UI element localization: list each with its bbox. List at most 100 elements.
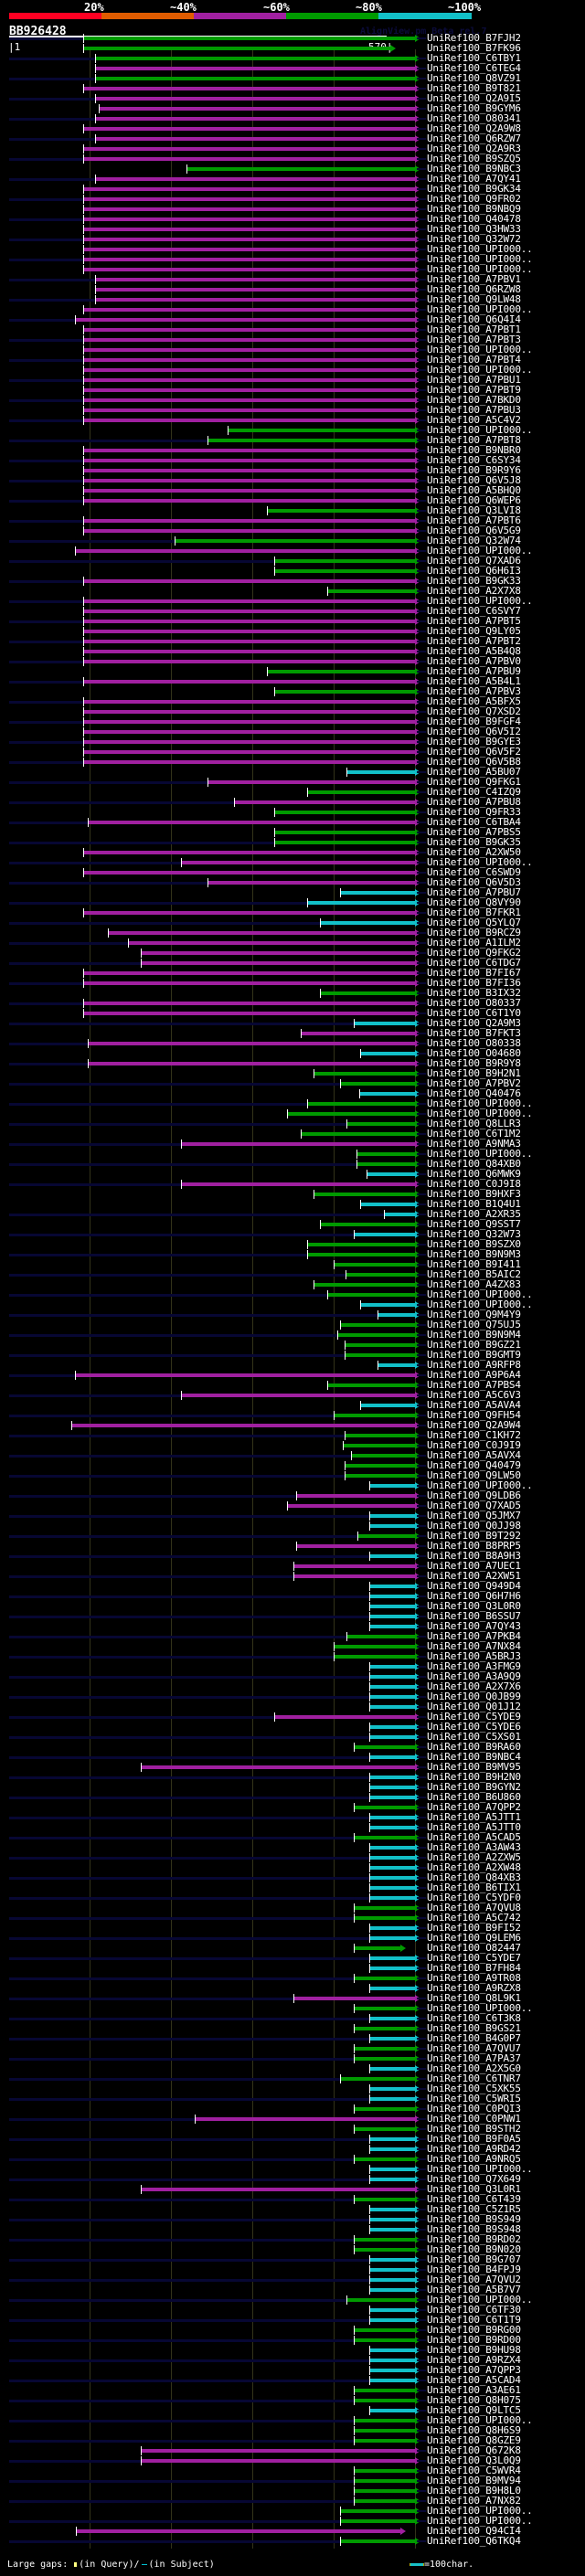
alignment-row[interactable]: UniRef100_Q2A9M3 — [0, 1018, 585, 1029]
alignment-row[interactable]: UniRef100_C6T1M2 — [0, 1129, 585, 1140]
subject-id-link[interactable]: UniRef100_B9FGF4 — [427, 716, 521, 727]
subject-id-link[interactable]: UniRef100_UPI000.. — [427, 2163, 533, 2175]
alignment-row[interactable]: UniRef100_A7PBV1 — [0, 274, 585, 285]
alignment-bar[interactable] — [369, 1846, 416, 1850]
alignment-bar[interactable] — [340, 1082, 416, 1086]
alignment-bar[interactable] — [353, 2107, 416, 2111]
subject-id-link[interactable]: UniRef100_C5XS01 — [427, 1731, 521, 1743]
alignment-row[interactable]: UniRef100_B7FK96 — [0, 43, 585, 54]
subject-id-link[interactable]: UniRef100_C6T439 — [427, 2193, 521, 2205]
alignment-row[interactable]: UniRef100_Q7XAD5 — [0, 1500, 585, 1511]
alignment-row[interactable]: UniRef100_O82447 — [0, 1943, 585, 1954]
alignment-row[interactable]: UniRef100_B7FH84 — [0, 1963, 585, 1974]
subject-id-link[interactable]: UniRef100_O80338 — [427, 1037, 521, 1049]
alignment-bar[interactable] — [82, 459, 416, 462]
alignment-row[interactable]: UniRef100_A7UEC1 — [0, 1561, 585, 1572]
subject-id-link[interactable]: UniRef100_C5YDE9 — [427, 1711, 521, 1723]
alignment-bar[interactable] — [356, 1152, 416, 1156]
subject-id-link[interactable]: UniRef100_Q2A9W4 — [427, 1419, 521, 1431]
alignment-bar[interactable] — [369, 2178, 416, 2181]
subject-id-link[interactable]: UniRef100_Q8L9K1 — [427, 1992, 521, 2004]
alignment-bar[interactable] — [353, 1806, 416, 1809]
alignment-row[interactable]: UniRef100_O04680 — [0, 1048, 585, 1059]
alignment-row[interactable]: UniRef100_A7PBU8 — [0, 797, 585, 808]
subject-id-link[interactable]: UniRef100_Q9FKG1 — [427, 776, 521, 788]
alignment-bar[interactable] — [75, 2529, 400, 2533]
subject-id-link[interactable]: UniRef100_Q6Q4I4 — [427, 313, 521, 325]
subject-id-link[interactable]: UniRef100_A7PBS5 — [427, 826, 521, 838]
alignment-row[interactable]: UniRef100_A7PKB4 — [0, 1631, 585, 1642]
subject-id-link[interactable]: UniRef100_B9NBC3 — [427, 163, 521, 175]
subject-id-link[interactable]: UniRef100_Q6RZW7 — [427, 133, 521, 144]
subject-id-link[interactable]: UniRef100_A7QY41 — [427, 173, 521, 185]
subject-id-link[interactable]: UniRef100_Q6WEP6 — [427, 494, 521, 506]
alignment-row[interactable]: UniRef100_B6U860 — [0, 1792, 585, 1803]
alignment-bar[interactable] — [369, 2318, 416, 2322]
subject-id-link[interactable]: UniRef100_A3AE61 — [427, 2384, 521, 2396]
alignment-bar[interactable] — [353, 1745, 416, 1749]
subject-id-link[interactable]: UniRef100_C6TBY1 — [427, 52, 521, 64]
alignment-row[interactable]: UniRef100_B9FGF4 — [0, 716, 585, 727]
subject-id-link[interactable]: UniRef100_B5AIC2 — [427, 1268, 521, 1280]
alignment-bar[interactable] — [356, 1162, 416, 1166]
alignment-row[interactable]: UniRef100_C0PNW1 — [0, 2113, 585, 2125]
subject-id-link[interactable]: UniRef100_A7NX84 — [427, 1640, 521, 1652]
subject-id-link[interactable]: UniRef100_Q6V5G9 — [427, 525, 521, 536]
subject-id-link[interactable]: UniRef100_Q2A9R3 — [427, 143, 521, 154]
subject-id-link[interactable]: UniRef100_Q40479 — [427, 1459, 521, 1471]
subject-id-link[interactable]: UniRef100_A7PBU3 — [427, 404, 521, 416]
alignment-bar[interactable] — [369, 2359, 416, 2362]
alignment-bar[interactable] — [369, 2258, 416, 2262]
alignment-bar[interactable] — [340, 2077, 416, 2081]
alignment-bar[interactable] — [369, 1776, 416, 1779]
subject-id-link[interactable]: UniRef100_Q6V5J8 — [427, 474, 521, 486]
alignment-bar[interactable] — [82, 971, 416, 975]
subject-id-link[interactable]: UniRef100_C6TBA4 — [427, 816, 521, 828]
subject-id-link[interactable]: UniRef100_UPI000.. — [427, 2294, 533, 2306]
alignment-row[interactable]: UniRef100_B6TIX1 — [0, 1882, 585, 1893]
alignment-bar[interactable] — [82, 228, 416, 231]
alignment-row[interactable]: UniRef100_B9FI52 — [0, 1923, 585, 1934]
subject-id-link[interactable]: UniRef100_C5YDE7 — [427, 1952, 521, 1964]
alignment-bar[interactable] — [267, 509, 416, 513]
alignment-row[interactable]: UniRef100_B9MV95 — [0, 1762, 585, 1773]
alignment-row[interactable]: UniRef100_B9RCZ9 — [0, 928, 585, 938]
alignment-row[interactable]: UniRef100_A5AVA4 — [0, 1400, 585, 1411]
subject-id-link[interactable]: UniRef100_C0PNW1 — [427, 2113, 521, 2125]
subject-id-link[interactable]: UniRef100_A5CAD5 — [427, 1831, 521, 1843]
alignment-bar[interactable] — [369, 1554, 416, 1558]
alignment-row[interactable]: UniRef100_Q32W72 — [0, 234, 585, 245]
alignment-row[interactable]: UniRef100_Q6V5G9 — [0, 525, 585, 536]
alignment-bar[interactable] — [82, 408, 416, 412]
subject-id-link[interactable]: UniRef100_B7FI36 — [427, 977, 521, 989]
alignment-bar[interactable] — [141, 961, 416, 965]
subject-id-link[interactable]: UniRef100_A7PBU9 — [427, 665, 521, 677]
subject-id-link[interactable]: UniRef100_A7PBT4 — [427, 354, 521, 366]
alignment-row[interactable]: UniRef100_A9TR08 — [0, 1973, 585, 1984]
alignment-bar[interactable] — [369, 2278, 416, 2282]
subject-id-link[interactable]: UniRef100_A7QY43 — [427, 1620, 521, 1632]
alignment-row[interactable]: UniRef100_C0PQI3 — [0, 2104, 585, 2115]
alignment-bar[interactable] — [94, 278, 416, 281]
subject-id-link[interactable]: UniRef100_A5CAD4 — [427, 2374, 521, 2386]
alignment-row[interactable]: UniRef100_B9GYN2 — [0, 1782, 585, 1793]
subject-id-link[interactable]: UniRef100_A7PBV0 — [427, 655, 521, 667]
alignment-bar[interactable] — [377, 1313, 416, 1317]
alignment-row[interactable]: UniRef100_A5BHQ0 — [0, 484, 585, 496]
alignment-row[interactable]: UniRef100_A3AW43 — [0, 1842, 585, 1853]
alignment-row[interactable]: UniRef100_Q32W73 — [0, 1229, 585, 1240]
alignment-row[interactable]: UniRef100_B9GS21 — [0, 2023, 585, 2034]
subject-id-link[interactable]: UniRef100_A7NX82 — [427, 2495, 521, 2507]
alignment-bar[interactable] — [174, 539, 416, 543]
alignment-bar[interactable] — [369, 2037, 416, 2041]
alignment-row[interactable]: UniRef100_A5CAD5 — [0, 1831, 585, 1843]
alignment-bar[interactable] — [320, 921, 416, 925]
subject-id-link[interactable]: UniRef100_A5BHQ0 — [427, 484, 521, 496]
subject-id-link[interactable]: UniRef100_B9NBQ9 — [427, 203, 521, 215]
subject-id-link[interactable]: UniRef100_Q9LDB6 — [427, 1489, 521, 1501]
alignment-bar[interactable] — [82, 579, 416, 583]
subject-id-link[interactable]: UniRef100_Q7XSD2 — [427, 705, 521, 717]
subject-id-link[interactable]: UniRef100_A9P6A4 — [427, 1369, 521, 1381]
alignment-bar[interactable] — [306, 1243, 416, 1246]
alignment-bar[interactable] — [98, 107, 416, 111]
